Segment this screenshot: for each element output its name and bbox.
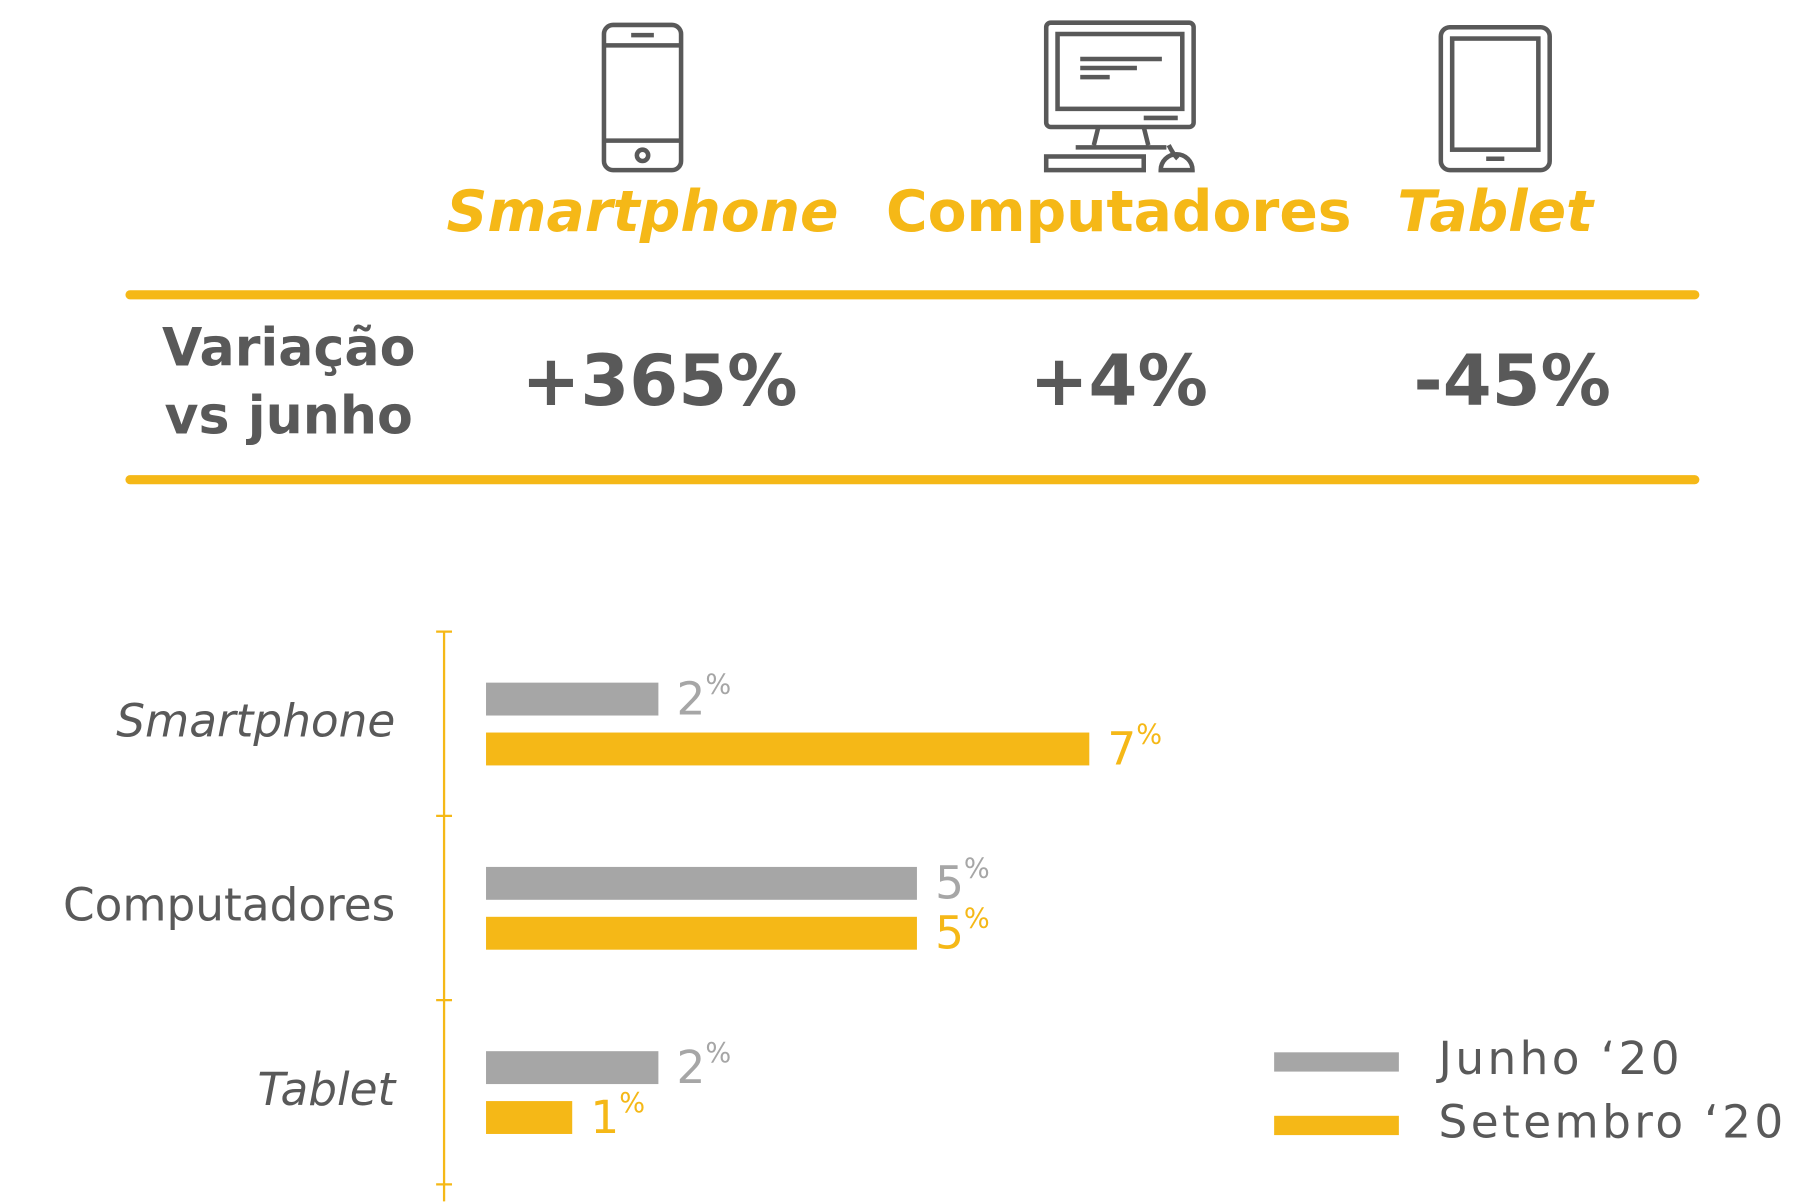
bar <box>486 1101 573 1134</box>
column-header: Tablet <box>1397 179 1595 245</box>
legend-swatch <box>1274 1115 1399 1136</box>
data-label: 2% <box>677 1038 732 1094</box>
tablet-icon <box>1438 24 1552 173</box>
computer-icon <box>1043 20 1196 173</box>
row-label: Variação <box>162 319 415 379</box>
bar <box>486 916 917 950</box>
data-label: 1% <box>590 1087 645 1143</box>
bar <box>486 1051 659 1085</box>
legend-swatch <box>1274 1052 1399 1072</box>
category-label: Tablet <box>258 1063 398 1116</box>
data-label: 5% <box>935 903 990 959</box>
data-label: 5% <box>935 853 990 909</box>
legend-label: Junho ‘20 <box>1436 1032 1683 1085</box>
legend-label: Setembro ‘20 <box>1439 1095 1787 1148</box>
variation-value: -45% <box>1414 340 1611 422</box>
variation-value: +365% <box>521 340 797 422</box>
data-label: 2% <box>677 669 732 725</box>
row-label: vs junho <box>165 387 413 447</box>
category-label: Computadores <box>63 879 395 932</box>
bar <box>486 732 1090 766</box>
column-header: Computadores <box>886 179 1352 245</box>
category-label: Smartphone <box>116 694 395 747</box>
column-header: Smartphone <box>447 179 839 245</box>
bar <box>486 866 917 900</box>
variation-value: +4% <box>1030 340 1208 422</box>
bar <box>486 682 659 716</box>
smartphone-icon <box>601 22 684 173</box>
data-label: 7% <box>1107 719 1162 775</box>
